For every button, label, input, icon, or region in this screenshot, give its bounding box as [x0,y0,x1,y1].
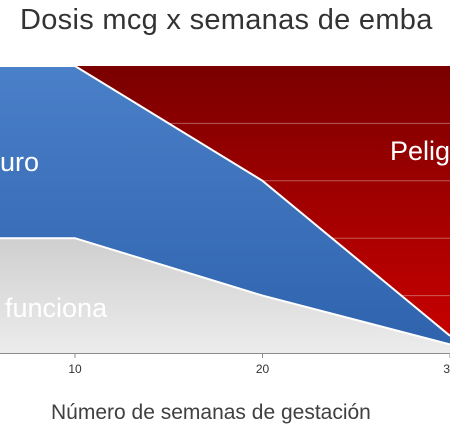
area-funciona [0,238,450,353]
x-tick-label: 30 [443,362,450,376]
chart-title: Dosis mcg x semanas de emba [20,4,433,36]
region-label-funciona: funciona [5,293,108,323]
region-label-peligro: Pelig [390,136,450,166]
x-tick-label: 20 [256,362,270,376]
series-line-seguro [0,65,450,337]
series-line-funciona [0,237,450,346]
x-axis-label: Número de semanas de gestación [51,401,371,424]
x-tick-label: 10 [68,362,82,376]
region-label-seguro: uro [0,147,39,177]
